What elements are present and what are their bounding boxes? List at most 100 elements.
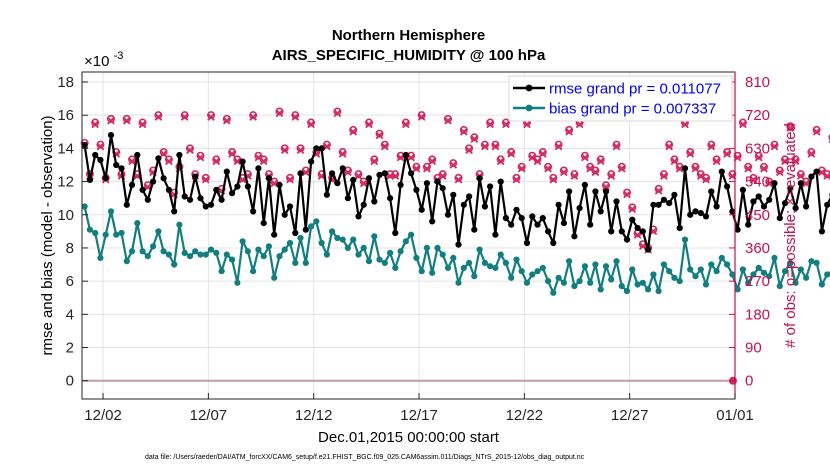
obs-evaluated-marker: [470, 135, 479, 143]
rmse-point: [239, 158, 246, 165]
rmse-point: [334, 180, 341, 187]
x-tick-label: 12/27: [611, 407, 649, 424]
y-tick-label: 14: [57, 140, 74, 157]
bias-point: [502, 259, 509, 266]
obs-evaluated-marker: [507, 150, 516, 158]
obs-evaluated-marker: [812, 127, 821, 136]
obs-evaluated-marker: [681, 120, 689, 129]
obs-evaluated-marker: [696, 172, 705, 180]
rmse-point: [645, 246, 652, 253]
obs-possible-marker: [775, 166, 784, 175]
y2-tick-label: 630: [745, 140, 770, 157]
obs-evaluated-marker: [749, 175, 758, 184]
obs-possible-marker: [596, 155, 605, 164]
legend-bias-label: bias grand pr = 0.007337: [549, 101, 716, 118]
bias-point: [81, 203, 88, 210]
rmse-point: [766, 196, 773, 203]
bias-point: [276, 253, 283, 260]
obs-evaluated-marker: [639, 242, 647, 250]
bias-point: [655, 288, 662, 295]
rmse-point: [618, 228, 625, 235]
y-tick-label: 2: [66, 340, 74, 357]
legend: rmse grand pr = 0.011077 bias grand pr =…: [508, 75, 733, 122]
bias-point: [813, 259, 820, 266]
obs-evaluated-marker: [270, 179, 279, 188]
obs-possible-marker: [770, 140, 779, 149]
rmse-point: [402, 151, 409, 159]
obs-evaluated-marker: [412, 164, 421, 173]
obs-evaluated-marker: [438, 172, 447, 180]
bias-point: [745, 279, 752, 286]
data-file-footer: data file: /Users/raeder/DAI/ATM_forcXX/…: [145, 454, 585, 461]
bias-point: [581, 263, 589, 270]
bias-point: [481, 259, 488, 266]
rmse-point: [471, 226, 478, 233]
rmse-point: [560, 220, 568, 227]
bias-point: [413, 254, 420, 261]
bias-point: [534, 268, 541, 275]
bias-point: [171, 261, 178, 268]
obs-evaluated-marker: [165, 157, 173, 166]
x-tick-label: 12/22: [506, 407, 544, 424]
bias-point: [86, 226, 93, 233]
obs-evaluated-marker: [496, 157, 505, 166]
rmse-point: [750, 198, 757, 205]
obs-possible-marker: [417, 111, 426, 120]
obs-evaluated-marker: [823, 172, 830, 180]
obs-evaluated-marker: [712, 157, 721, 166]
y-tick-label: 4: [66, 306, 74, 323]
obs-evaluated-marker: [344, 168, 352, 177]
obs-possible-marker: [686, 148, 695, 157]
bias-series: [81, 203, 830, 296]
rmse-point: [597, 208, 604, 215]
rmse-point: [734, 226, 741, 233]
rmse-point: [771, 180, 778, 187]
obs-possible-marker: [617, 162, 626, 171]
bias-point: [550, 289, 557, 296]
rmse-point: [139, 186, 146, 193]
rmse-point: [523, 239, 531, 247]
obs-evaluated-marker: [459, 127, 468, 136]
rmse-point: [213, 186, 220, 193]
bias-point: [281, 246, 288, 253]
rmse-point: [550, 239, 557, 247]
obs-possible-marker: [438, 170, 447, 179]
obs-possible-marker: [401, 118, 410, 127]
rmse-point: [339, 165, 346, 172]
rmse-point: [429, 218, 436, 225]
obs-possible-marker: [565, 125, 574, 134]
bias-point: [766, 273, 773, 280]
bias-point: [713, 268, 720, 275]
rmse-point: [739, 186, 747, 193]
bias-point: [308, 223, 315, 230]
obs-evaluated-marker: [286, 175, 294, 184]
bias-point: [329, 228, 336, 235]
rmse-point: [555, 201, 562, 208]
rmse-point: [186, 196, 194, 203]
rmse-point: [776, 215, 783, 222]
rmse-point: [702, 213, 710, 220]
obs-evaluated-marker: [602, 183, 610, 191]
obs-evaluated-marker: [359, 179, 368, 188]
obs-evaluated-marker: [512, 175, 521, 184]
rmse-point: [387, 195, 394, 202]
y-axis-label: rmse and bias (model - observation): [39, 115, 56, 355]
obs-possible-marker: [291, 111, 300, 120]
bias-point: [687, 266, 694, 273]
obs-evaluated-marker: [691, 164, 700, 173]
rmse-point: [313, 145, 320, 152]
obs-count-series: [80, 107, 830, 385]
rmse-point: [360, 201, 367, 208]
rmse-point: [581, 181, 589, 188]
obs-possible-marker: [807, 148, 816, 157]
obs-possible-marker: [138, 118, 147, 127]
obs-possible-marker: [296, 144, 305, 153]
rmse-point: [692, 208, 699, 215]
rmse-point: [681, 165, 689, 172]
bias-point: [597, 286, 604, 293]
bias-point: [729, 271, 736, 278]
y-axis-exponent: ×10 -3: [84, 50, 123, 70]
bias-point: [618, 283, 625, 290]
bias-point: [492, 264, 499, 271]
obs-evaluated-marker: [739, 120, 747, 129]
